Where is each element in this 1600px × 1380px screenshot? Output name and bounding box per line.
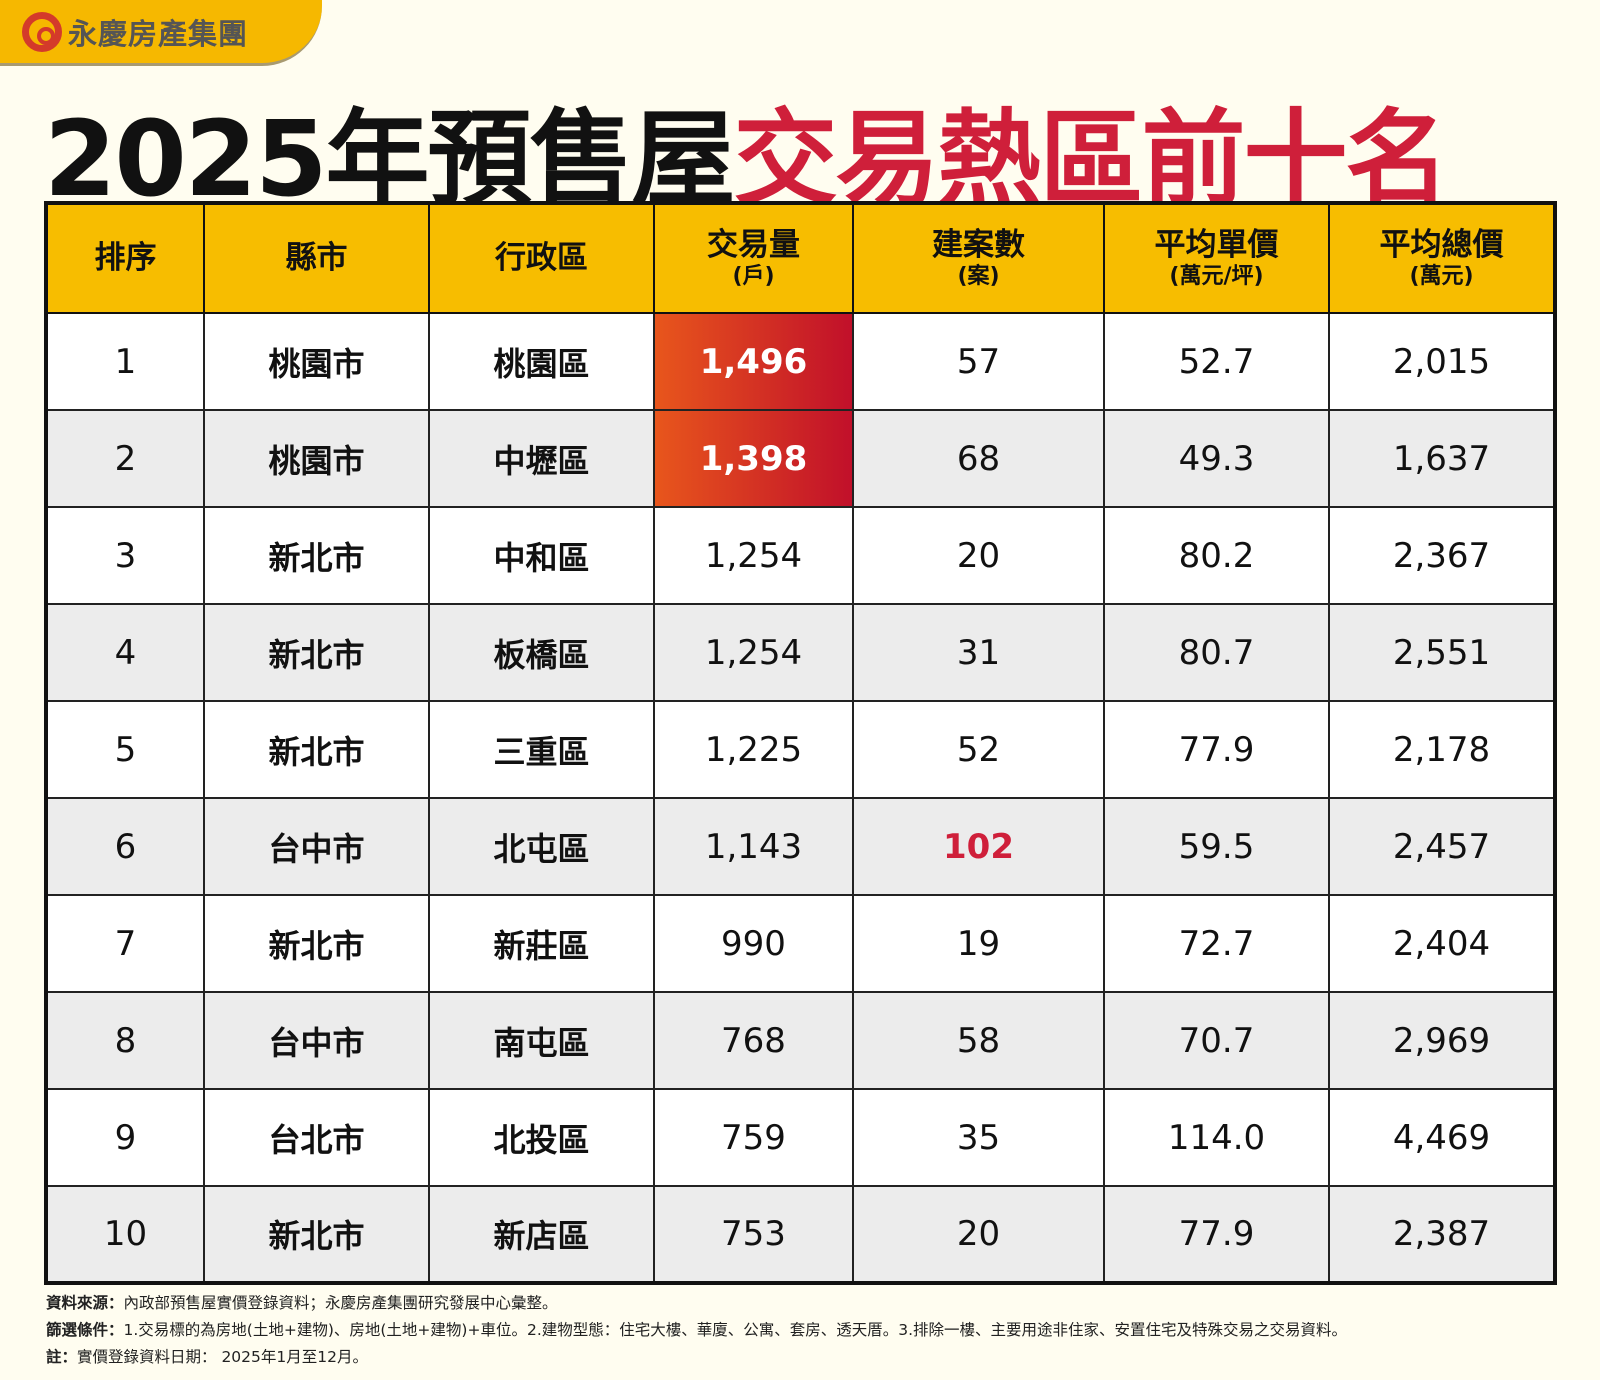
table-cell: 桃園市	[203, 312, 430, 411]
table-cell: 80.7	[1103, 603, 1330, 702]
table-cell: 9	[45, 1088, 205, 1187]
table-cell: 49.3	[1103, 409, 1330, 508]
table-cell: 80.2	[1103, 506, 1330, 605]
table-cell: 1,496	[653, 312, 854, 411]
column-header: 平均總價 (萬元)	[1328, 202, 1556, 314]
table-cell: 31	[852, 603, 1105, 702]
table-cell: 114.0	[1103, 1088, 1330, 1187]
table-row: 6 台中市 北屯區 1,143 102 59.5 2,457	[45, 797, 1556, 896]
table-cell: 8	[45, 991, 205, 1090]
table-row: 4 新北市 板橋區 1,254 31 80.7 2,551	[45, 603, 1556, 702]
table-cell: 板橋區	[428, 603, 655, 702]
table-cell: 中和區	[428, 506, 655, 605]
table-cell: 2,969	[1328, 991, 1556, 1090]
table-cell: 753	[653, 1185, 854, 1284]
table-cell: 52	[852, 700, 1105, 799]
table-cell: 759	[653, 1088, 854, 1187]
logo-text: 永慶房產集團	[68, 16, 249, 51]
page-title: 2025年預售屋交易熱區前十名	[44, 74, 1449, 225]
table-cell: 2,367	[1328, 506, 1556, 605]
table-cell: 三重區	[428, 700, 655, 799]
logo: 永慶房產集團	[0, 0, 322, 66]
table-cell: 2,404	[1328, 894, 1556, 993]
table-cell: 70.7	[1103, 991, 1330, 1090]
table-cell: 768	[653, 991, 854, 1090]
table-cell: 新店區	[428, 1185, 655, 1284]
table-cell: 新北市	[203, 506, 430, 605]
note-source: 資料來源：內政部預售屋實價登錄資料；永慶房產集團研究發展中心彙整。	[46, 1294, 558, 1312]
table-cell: 102	[852, 797, 1105, 896]
table-cell: 72.7	[1103, 894, 1330, 993]
table-cell: 52.7	[1103, 312, 1330, 411]
table-cell: 2,015	[1328, 312, 1556, 411]
column-header: 排序	[45, 202, 205, 314]
title-part2: 交易熱區前十名	[733, 98, 1449, 220]
table-cell: 新北市	[203, 894, 430, 993]
table-cell: 990	[653, 894, 854, 993]
table-cell: 57	[852, 312, 1105, 411]
table-cell: 台中市	[203, 991, 430, 1090]
table-cell: 20	[852, 1185, 1105, 1284]
table-cell: 58	[852, 991, 1105, 1090]
table-row: 9 台北市 北投區 759 35 114.0 4,469	[45, 1088, 1556, 1187]
table-cell: 2,387	[1328, 1185, 1556, 1284]
table-cell: 新莊區	[428, 894, 655, 993]
table-cell: 新北市	[203, 1185, 430, 1284]
table-cell: 2	[45, 409, 205, 508]
footnotes: 資料來源：內政部預售屋實價登錄資料；永慶房產集團研究發展中心彙整。 篩選條件：1…	[46, 1290, 1347, 1371]
note-date: 註：實價登錄資料日期： 2025年1月至12月。	[46, 1348, 368, 1366]
table-cell: 北投區	[428, 1088, 655, 1187]
table-cell: 35	[852, 1088, 1105, 1187]
table-cell: 2,178	[1328, 700, 1556, 799]
table-row: 10 新北市 新店區 753 20 77.9 2,387	[45, 1185, 1556, 1284]
table-cell: 1,254	[653, 506, 854, 605]
title-part1: 2025年預售屋	[44, 98, 735, 220]
table-cell: 4,469	[1328, 1088, 1556, 1187]
table-row: 8 台中市 南屯區 768 58 70.7 2,969	[45, 991, 1556, 1090]
table-cell: 2,551	[1328, 603, 1556, 702]
table-cell: 3	[45, 506, 205, 605]
table-cell: 20	[852, 506, 1105, 605]
table-row: 5 新北市 三重區 1,225 52 77.9 2,178	[45, 700, 1556, 799]
table-cell: 5	[45, 700, 205, 799]
table-cell: 南屯區	[428, 991, 655, 1090]
column-header: 平均單價 (萬元/坪)	[1103, 202, 1330, 314]
table-cell: 7	[45, 894, 205, 993]
table-cell: 桃園市	[203, 409, 430, 508]
table-cell: 6	[45, 797, 205, 896]
table-cell: 1,398	[653, 409, 854, 508]
table-cell: 桃園區	[428, 312, 655, 411]
column-header: 行政區	[428, 202, 655, 314]
table-cell: 59.5	[1103, 797, 1330, 896]
table-cell: 19	[852, 894, 1105, 993]
column-header: 交易量 (戶)	[653, 202, 854, 314]
table-cell: 2,457	[1328, 797, 1556, 896]
table-row: 1 桃園市 桃園區 1,496 57 52.7 2,015	[45, 312, 1556, 411]
table-cell: 4	[45, 603, 205, 702]
table-cell: 新北市	[203, 603, 430, 702]
table-row: 2 桃園市 中壢區 1,398 68 49.3 1,637	[45, 409, 1556, 508]
table-cell: 新北市	[203, 700, 430, 799]
table-cell: 77.9	[1103, 700, 1330, 799]
table-row: 7 新北市 新莊區 990 19 72.7 2,404	[45, 894, 1556, 993]
note-criteria: 篩選條件：1.交易標的為房地(土地+建物)、房地(土地+建物)+車位。2.建物型…	[46, 1321, 1348, 1339]
table-cell: 1,254	[653, 603, 854, 702]
table-cell: 中壢區	[428, 409, 655, 508]
logo-icon	[22, 11, 62, 52]
table-cell: 北屯區	[428, 797, 655, 896]
table-cell: 台北市	[203, 1088, 430, 1187]
table-cell: 1,637	[1328, 409, 1556, 508]
table-cell: 10	[45, 1185, 205, 1284]
table-cell: 1,143	[653, 797, 854, 896]
column-header: 縣市	[203, 202, 430, 314]
table-cell: 台中市	[203, 797, 430, 896]
table-cell: 68	[852, 409, 1105, 508]
table-row: 3 新北市 中和區 1,254 20 80.2 2,367	[45, 506, 1556, 605]
table-cell: 1	[45, 312, 205, 411]
column-header: 建案數 (案)	[852, 202, 1105, 314]
table-cell: 1,225	[653, 700, 854, 799]
table-cell: 77.9	[1103, 1185, 1330, 1284]
